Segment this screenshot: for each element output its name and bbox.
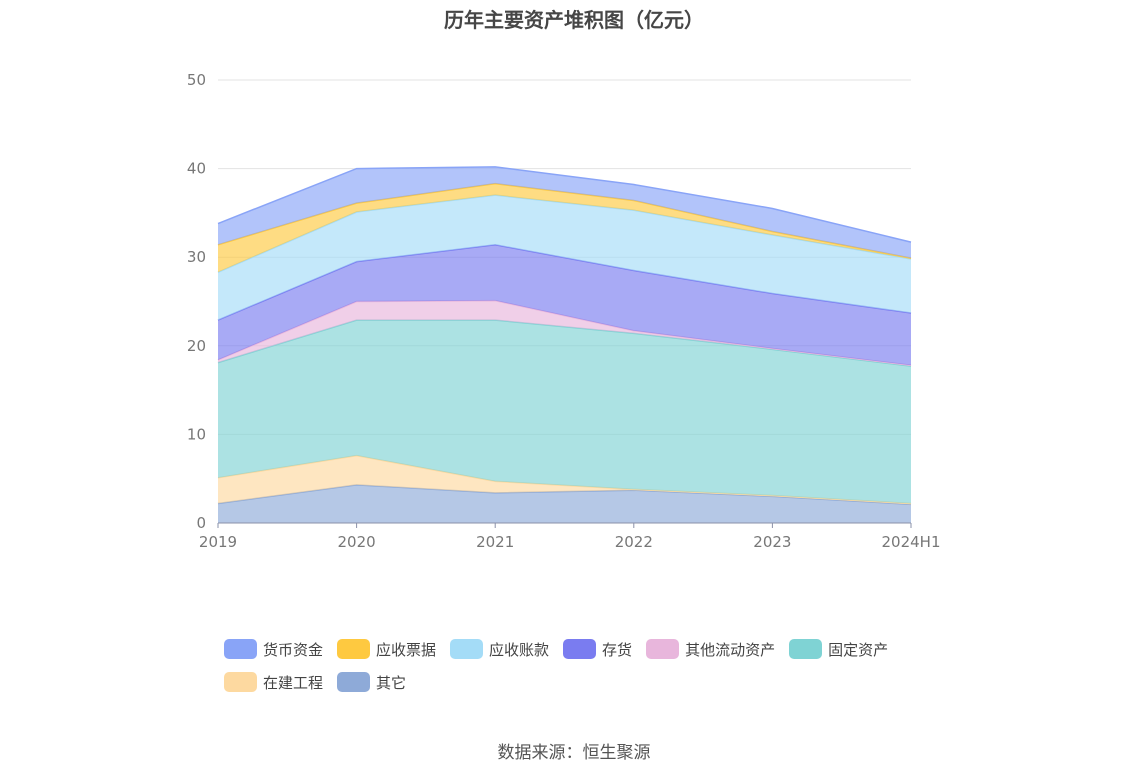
legend-label: 存货: [602, 640, 633, 659]
legend-item-应收账款[interactable]: 应收账款: [450, 638, 549, 660]
legend-swatch: [450, 639, 484, 659]
legend-item-在建工程[interactable]: 在建工程: [224, 671, 323, 693]
legend-swatch: [646, 639, 680, 659]
area-其他流动资产[interactable]: [218, 300, 911, 367]
x-tick-label: 2020: [338, 533, 376, 551]
x-tick-label: 2022: [615, 533, 653, 551]
area-存货[interactable]: [218, 244, 911, 366]
area-应收票据[interactable]: [218, 183, 911, 273]
legend-item-其他流动资产[interactable]: 其他流动资产: [646, 638, 775, 660]
area-其它[interactable]: [218, 484, 911, 523]
legend-label: 固定资产: [828, 640, 889, 659]
legend-swatch: [224, 672, 257, 692]
stacked-area-chart: 0 10 20 30 40 50 2019 2020 2021 2022 2023 2024H1: [187, 71, 941, 551]
x-tick-label: 2021: [476, 533, 514, 551]
y-tick-label: 20: [187, 337, 206, 355]
x-tick-label: 2019: [199, 533, 237, 551]
legend-item-存货[interactable]: 存货: [563, 638, 632, 660]
legend-item-固定资产[interactable]: 固定资产: [789, 638, 888, 660]
x-tick-label: 2023: [753, 533, 791, 551]
area-series: [217, 166, 912, 523]
legend-label: 货币资金: [263, 640, 324, 659]
x-tick-label: 2024H1: [882, 533, 941, 551]
axes: 0 10 20 30 40 50 2019 2020 2021 2022 2023 2024H1: [187, 71, 941, 551]
legend-label: 应收票据: [376, 640, 437, 659]
area-在建工程[interactable]: [218, 455, 911, 505]
y-tick-label: 40: [187, 160, 206, 178]
legend-swatch: [337, 639, 371, 659]
y-tick-label: 30: [187, 248, 206, 266]
area-货币资金[interactable]: [218, 166, 911, 259]
legend-item-其它[interactable]: 其它: [337, 671, 406, 693]
legend-swatch: [337, 672, 371, 692]
y-tick-label: 0: [196, 514, 206, 532]
legend-label: 其它: [376, 673, 407, 692]
legend-item-应收票据[interactable]: 应收票据: [337, 638, 436, 660]
chart-legend: 货币资金 应收票据 应收账款 存货 其他流动资产 固定资产在建工程 其它: [224, 638, 954, 693]
chart-title: 历年主要资产堆积图（亿元）: [444, 8, 704, 32]
area-edge-货币资金: [217, 166, 912, 243]
legend-swatch: [224, 639, 257, 659]
data-source: 数据来源：恒生聚源: [497, 743, 651, 763]
legend-label: 在建工程: [263, 673, 324, 692]
area-固定资产[interactable]: [218, 320, 911, 504]
legend-swatch: [789, 639, 823, 659]
legend-label: 应收账款: [489, 640, 550, 659]
y-tick-label: 10: [187, 425, 206, 443]
legend-label: 其他流动资产: [685, 640, 776, 659]
legend-swatch: [563, 639, 597, 659]
y-tick-label: 50: [187, 71, 206, 89]
area-应收账款[interactable]: [218, 195, 911, 321]
legend-item-货币资金[interactable]: 货币资金: [224, 638, 323, 660]
